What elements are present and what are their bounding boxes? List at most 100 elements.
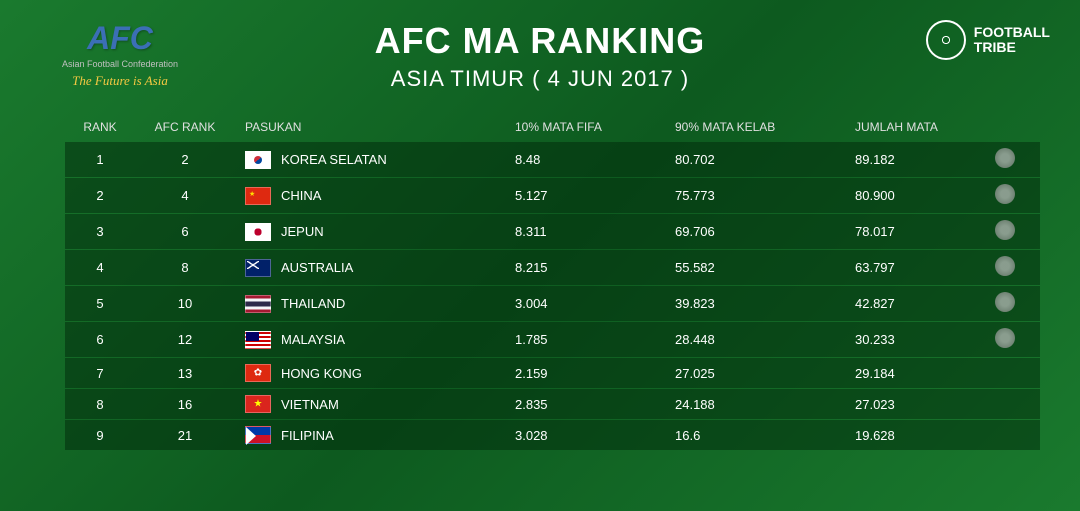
total-value: 29.184 (845, 366, 985, 381)
table-row: 12KOREA SELATAN8.4880.70289.182 (65, 142, 1040, 177)
ft-text: FOOTBALL TRIBE (974, 25, 1050, 56)
subtitle: ASIA TIMUR ( 4 JUN 2017 ) (210, 66, 870, 92)
kelab-value: 69.706 (665, 224, 845, 239)
champions-badge-icon (995, 148, 1015, 168)
rank-value: 1 (65, 152, 135, 167)
ft-line1: FOOTBALL (974, 25, 1050, 40)
total-value: 89.182 (845, 152, 985, 167)
rank-value: 8 (65, 397, 135, 412)
fifa-value: 1.785 (495, 332, 665, 347)
table-row: 24★CHINA5.12775.77380.900 (65, 178, 1040, 213)
col-badge (985, 120, 1025, 134)
ranking-table: RANK AFC RANK PASUKAN 10% MATA FIFA 90% … (0, 102, 1080, 450)
kelab-value: 16.6 (665, 428, 845, 443)
kelab-value: 24.188 (665, 397, 845, 412)
flag-icon (245, 223, 271, 241)
flag-icon (245, 426, 271, 444)
afc-tagline: The Future is Asia (72, 73, 168, 89)
flag-icon: ★ (245, 187, 271, 205)
table-row: 510THAILAND3.00439.82342.827 (65, 286, 1040, 321)
champions-badge-icon (995, 184, 1015, 204)
team-cell: AUSTRALIA (235, 259, 495, 277)
kelab-value: 27.025 (665, 366, 845, 381)
col-total: JUMLAH MATA (845, 120, 985, 134)
team-name: THAILAND (281, 296, 345, 311)
flag-icon (245, 331, 271, 349)
table-body: 12KOREA SELATAN8.4880.70289.18224★CHINA5… (65, 142, 1040, 450)
rank-value: 6 (65, 332, 135, 347)
flag-icon (245, 259, 271, 277)
team-cell: ★CHINA (235, 187, 495, 205)
rank-value: 3 (65, 224, 135, 239)
afc-rank-value: 13 (135, 366, 235, 381)
team-cell: MALAYSIA (235, 331, 495, 349)
kelab-value: 55.582 (665, 260, 845, 275)
table-row: 612 MALAYSIA 1.78528.44830.233 (65, 322, 1040, 357)
fifa-value: 3.004 (495, 296, 665, 311)
champions-badge-icon (995, 256, 1015, 276)
champions-badge-icon (995, 292, 1015, 312)
team-cell: ★VIETNAM (235, 395, 495, 413)
badge-cell (985, 292, 1025, 315)
flag-icon (245, 295, 271, 313)
fifa-value: 3.028 (495, 428, 665, 443)
rank-value: 5 (65, 296, 135, 311)
fifa-value: 2.159 (495, 366, 665, 381)
afc-rank-value: 8 (135, 260, 235, 275)
flag-icon: ✿ (245, 364, 271, 382)
team-cell: JEPUN (235, 223, 495, 241)
team-cell: ✿ HONG KONG (235, 364, 495, 382)
fifa-value: 2.835 (495, 397, 665, 412)
team-cell: THAILAND (235, 295, 495, 313)
col-pasukan: PASUKAN (235, 120, 495, 134)
kelab-value: 39.823 (665, 296, 845, 311)
flag-icon: ★ (245, 395, 271, 413)
kelab-value: 80.702 (665, 152, 845, 167)
team-name: JEPUN (281, 224, 324, 239)
afc-rank-value: 12 (135, 332, 235, 347)
col-rank: RANK (65, 120, 135, 134)
total-value: 30.233 (845, 332, 985, 347)
main-title: AFC MA RANKING (210, 20, 870, 62)
afc-rank-value: 6 (135, 224, 235, 239)
table-row: 921FILIPINA3.02816.619.628 (65, 420, 1040, 450)
champions-badge-icon (995, 328, 1015, 348)
kelab-value: 28.448 (665, 332, 845, 347)
team-name: KOREA SELATAN (281, 152, 387, 167)
champions-badge-icon (995, 220, 1015, 240)
team-name: FILIPINA (281, 428, 334, 443)
rank-value: 4 (65, 260, 135, 275)
team-name: MALAYSIA (281, 332, 345, 347)
fifa-value: 8.215 (495, 260, 665, 275)
team-name: AUSTRALIA (281, 260, 353, 275)
ft-line2: TRIBE (974, 40, 1050, 55)
badge-cell (985, 256, 1025, 279)
badge-cell (985, 220, 1025, 243)
rank-value: 2 (65, 188, 135, 203)
col-fifa: 10% MATA FIFA (495, 120, 665, 134)
total-value: 19.628 (845, 428, 985, 443)
fifa-value: 5.127 (495, 188, 665, 203)
afc-rank-value: 4 (135, 188, 235, 203)
football-tribe-logo: FOOTBALL TRIBE (870, 20, 1050, 60)
afc-rank-value: 10 (135, 296, 235, 311)
title-block: AFC MA RANKING ASIA TIMUR ( 4 JUN 2017 ) (210, 20, 870, 92)
header: AFC Asian Football Confederation The Fut… (0, 0, 1080, 102)
afc-logo: AFC Asian Football Confederation The Fut… (30, 20, 210, 89)
afc-rank-value: 16 (135, 397, 235, 412)
table-header: RANK AFC RANK PASUKAN 10% MATA FIFA 90% … (65, 112, 1040, 142)
table-row: 816★VIETNAM2.83524.18827.023 (65, 389, 1040, 419)
col-kelab: 90% MATA KELAB (665, 120, 845, 134)
team-cell: KOREA SELATAN (235, 151, 495, 169)
total-value: 27.023 (845, 397, 985, 412)
badge-cell (985, 184, 1025, 207)
afc-logo-text: AFC (87, 20, 153, 57)
total-value: 80.900 (845, 188, 985, 203)
afc-rank-value: 21 (135, 428, 235, 443)
kelab-value: 75.773 (665, 188, 845, 203)
fifa-value: 8.311 (495, 224, 665, 239)
total-value: 78.017 (845, 224, 985, 239)
col-afc-rank: AFC RANK (135, 120, 235, 134)
team-name: HONG KONG (281, 366, 362, 381)
rank-value: 7 (65, 366, 135, 381)
